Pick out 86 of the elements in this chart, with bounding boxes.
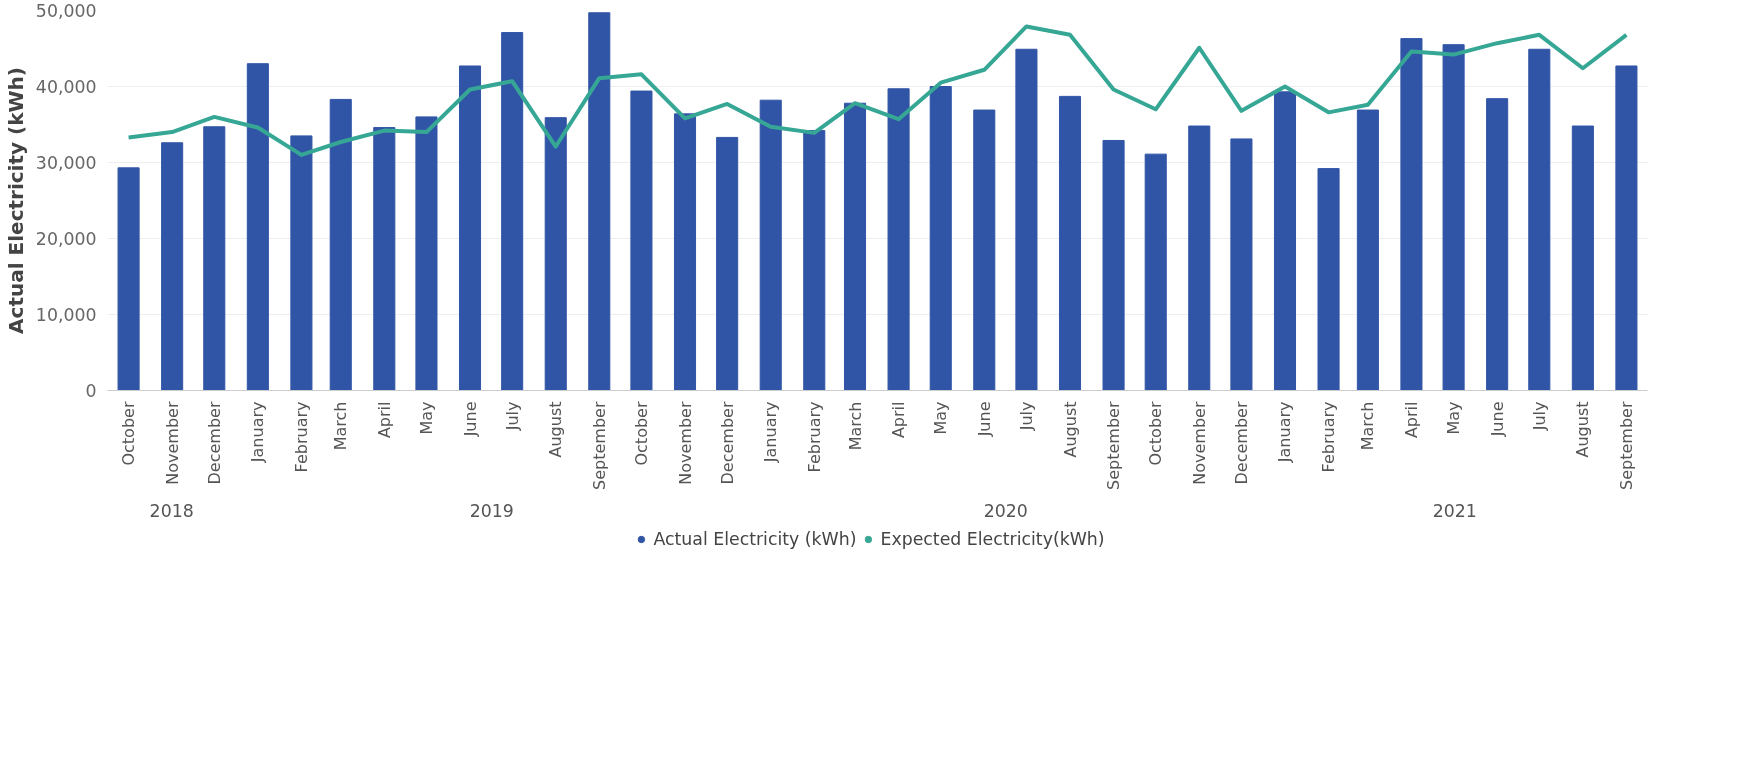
x-tick-label: November (162, 401, 182, 485)
x-tick-label: September (1104, 401, 1124, 490)
x-tick-label: August (546, 401, 566, 458)
x-tick-label: January (1275, 401, 1295, 464)
x-tick-label: March (331, 401, 351, 451)
x-tick-label: November (675, 401, 695, 485)
y-tick-label: 0 (85, 381, 97, 401)
x-tick-label: March (1358, 401, 1378, 451)
bar (1356, 109, 1379, 391)
x-tick-label: April (374, 401, 394, 439)
bar (1230, 138, 1253, 391)
x-tick-label: May (416, 401, 436, 435)
bar (329, 98, 352, 391)
bar (843, 102, 867, 391)
x-tick-label: September (589, 401, 609, 490)
y-tick-label: 10,000 (35, 305, 97, 325)
y-axis-title: Actual Electricity (kWh) (3, 67, 28, 334)
x-tick-label: October (1146, 401, 1166, 466)
x-tick-label: December (717, 401, 737, 485)
y-tick-label: 30,000 (35, 153, 97, 173)
x-tick-label: January (248, 401, 268, 464)
text: 2019 (469, 500, 514, 521)
x-tick-label: June (974, 401, 994, 438)
x-tick-label: May (931, 401, 951, 435)
bar (458, 65, 482, 391)
bar (1188, 125, 1211, 391)
text: 2021 (1432, 500, 1477, 521)
legend-label: Expected Electricity(kWh) (880, 529, 1105, 549)
bar (759, 99, 782, 391)
x-tick-label: July (1016, 401, 1036, 432)
bar (973, 109, 996, 391)
x-tick-label: January (761, 401, 781, 464)
bar (1058, 95, 1082, 391)
bar (588, 12, 611, 391)
x-tick-label: December (204, 401, 224, 485)
x-tick-label: June (460, 401, 480, 438)
bar (887, 88, 910, 391)
bar (1317, 168, 1340, 391)
bar (117, 167, 140, 391)
bar (203, 126, 226, 391)
bar (630, 90, 653, 391)
bar (544, 117, 567, 391)
bar (716, 136, 739, 391)
bar (415, 116, 438, 391)
text: 2018 (149, 500, 194, 521)
bar (1273, 91, 1297, 391)
x-tick-label: May (1444, 401, 1464, 435)
bar (1144, 153, 1167, 391)
x-tick-label: February (804, 401, 824, 473)
y-tick-label: 40,000 (35, 77, 97, 97)
line-series (126, 24, 1629, 157)
x-tick-label: December (1231, 401, 1251, 485)
x-tick-label: August (1060, 401, 1080, 458)
bar (161, 142, 184, 391)
x-tick-label: March (845, 401, 865, 451)
bar (373, 127, 396, 391)
x-tick-label: February (1319, 401, 1339, 473)
bar (803, 130, 826, 391)
x-tick-label: September (1616, 401, 1636, 490)
x-tick-label: February (291, 401, 311, 473)
y-tick-label: 50,000 (35, 1, 97, 21)
x-tick-label: October (631, 401, 651, 466)
x-tick-label: August (1573, 401, 1593, 458)
bar (1486, 98, 1509, 391)
text: 2020 (983, 500, 1028, 521)
legend-label: Actual Electricity (kWh) (653, 529, 857, 549)
bar (246, 63, 269, 391)
x-tick-label: July (1529, 401, 1549, 432)
bar (1442, 44, 1465, 391)
bar (1571, 125, 1594, 391)
x-tick-label: April (889, 401, 909, 439)
bar (1015, 48, 1038, 391)
x-tick-label: November (1189, 401, 1209, 485)
y-tick-label: 20,000 (35, 229, 97, 249)
bar (1400, 38, 1423, 391)
bar (929, 86, 952, 391)
x-tick-label: June (1487, 401, 1507, 438)
bar (1102, 139, 1125, 391)
bar (1528, 48, 1551, 391)
bar (501, 32, 524, 391)
x-tick-label: April (1401, 401, 1421, 439)
bar (1615, 65, 1638, 391)
x-tick-label: July (502, 401, 522, 432)
bar (290, 135, 313, 391)
x-tick-label: October (119, 401, 139, 466)
bar (673, 113, 697, 391)
